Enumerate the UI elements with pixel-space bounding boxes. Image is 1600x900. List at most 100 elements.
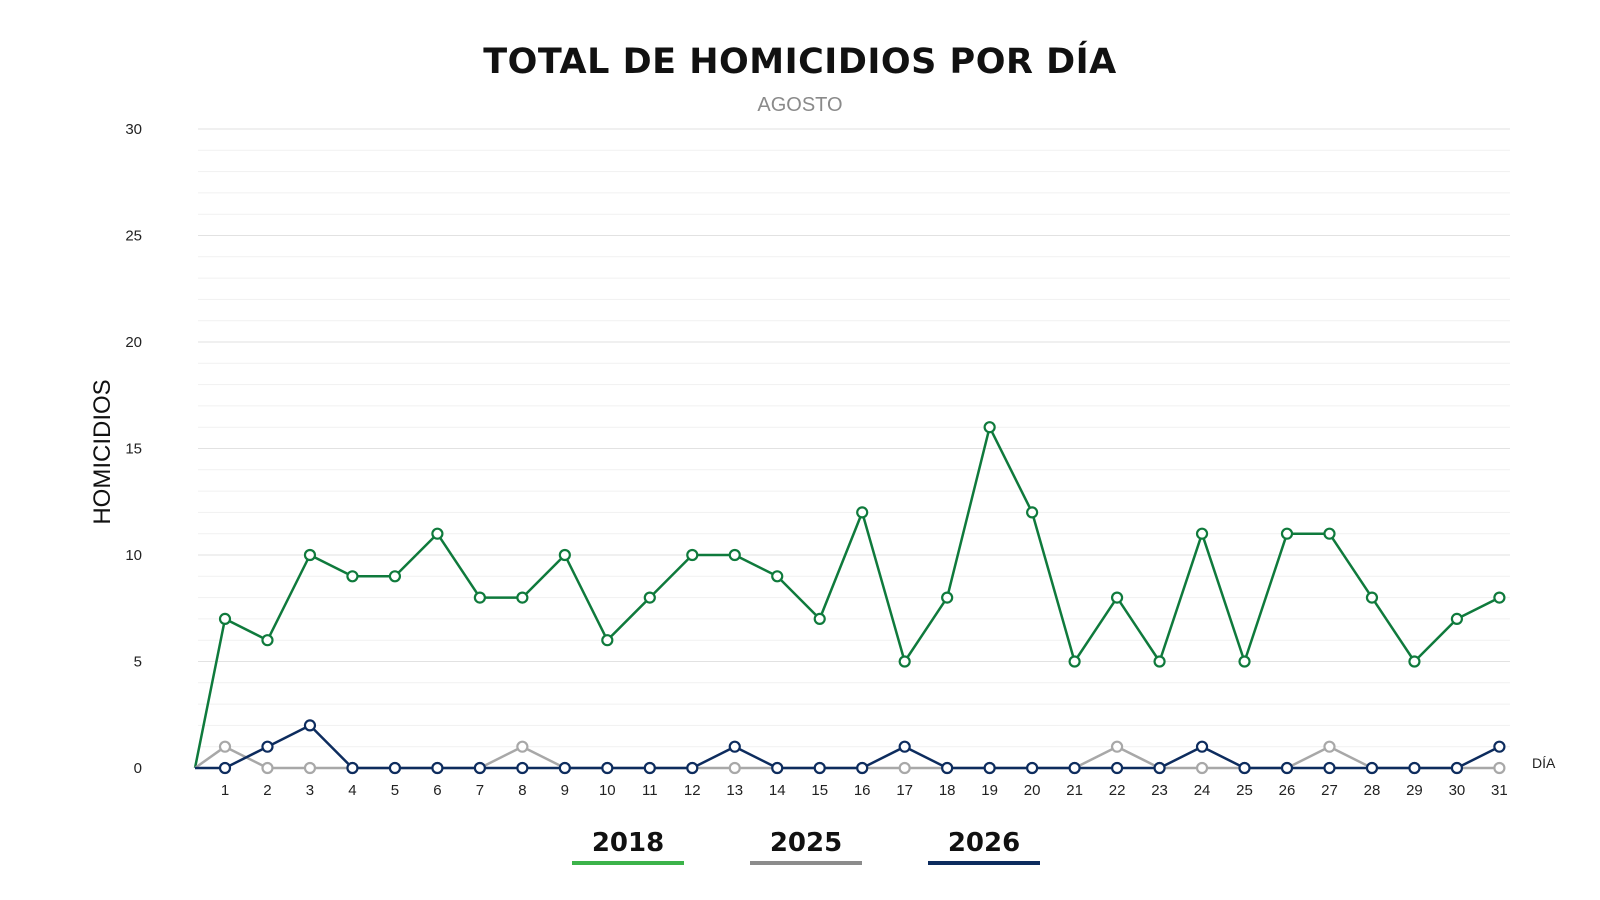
- x-tick-label: 1: [221, 782, 229, 799]
- data-point: [1450, 761, 1464, 775]
- data-point: [473, 761, 486, 775]
- data-point: [1493, 740, 1506, 753]
- x-tick-label: 19: [981, 782, 998, 799]
- x-tick-label: 6: [433, 782, 441, 799]
- series-2018: [193, 421, 1506, 769]
- x-tick-label: 26: [1279, 782, 1296, 799]
- data-point: [218, 612, 232, 626]
- data-point: [771, 761, 784, 775]
- legend-swatch: [928, 861, 1040, 865]
- y-tick-label: 0: [134, 760, 142, 777]
- x-tick-label: 12: [684, 782, 701, 799]
- data-point: [983, 421, 996, 434]
- data-point: [1238, 655, 1251, 668]
- data-point: [431, 761, 444, 775]
- data-point: [473, 591, 486, 604]
- legend: 2018 2025 2026: [0, 828, 1600, 878]
- data-point: [1195, 740, 1209, 753]
- x-tick-label: 30: [1449, 782, 1466, 799]
- legend-item-2018: 2018: [572, 828, 684, 865]
- x-axis-label: DÍA: [1532, 755, 1556, 771]
- data-point: [1026, 506, 1039, 519]
- legend-label: 2025: [769, 828, 843, 858]
- data-point: [686, 761, 699, 775]
- data-point: [601, 634, 614, 647]
- y-axis-label: HOMICIDIOS: [89, 379, 116, 524]
- data-point: [983, 761, 996, 775]
- data-point: [1026, 761, 1039, 775]
- data-point: [261, 740, 274, 753]
- data-point: [1195, 761, 1209, 775]
- x-tick-label: 11: [642, 782, 658, 799]
- y-tick-label: 30: [125, 121, 142, 138]
- x-tick-label: 5: [391, 782, 399, 799]
- legend-label: 2018: [591, 828, 665, 858]
- y-tick-label: 20: [125, 334, 142, 351]
- chart-subtitle: AGOSTO: [757, 94, 843, 116]
- data-point: [728, 548, 741, 562]
- data-point: [261, 761, 274, 775]
- x-tick-label: 23: [1151, 782, 1168, 799]
- series-lines: [193, 421, 1506, 775]
- x-tick-label: 24: [1194, 782, 1211, 799]
- data-point: [1068, 761, 1081, 775]
- data-point: [516, 591, 529, 604]
- data-point: [1408, 761, 1421, 775]
- x-tick-label: 20: [1024, 782, 1041, 799]
- data-point: [1408, 655, 1421, 668]
- series-line: [193, 425, 1500, 769]
- data-point: [856, 761, 869, 775]
- data-point: [1195, 527, 1209, 540]
- legend-item-2025: 2025: [750, 828, 862, 865]
- y-tick-label: 15: [125, 441, 142, 458]
- gridlines: [198, 128, 1510, 748]
- y-tick-label: 25: [125, 228, 142, 245]
- data-point: [898, 740, 911, 753]
- x-tick-label: 9: [561, 782, 569, 799]
- data-point: [941, 591, 954, 604]
- y-tick-label: 10: [125, 547, 142, 564]
- x-tick-label: 17: [896, 782, 913, 799]
- x-tick-label: 8: [518, 782, 526, 799]
- x-tick-label: 16: [854, 782, 871, 799]
- data-point: [388, 761, 402, 775]
- data-point: [558, 548, 571, 562]
- data-point: [388, 570, 402, 583]
- data-point: [686, 548, 699, 562]
- data-point: [1365, 591, 1379, 604]
- data-point: [1110, 591, 1124, 604]
- data-point: [856, 506, 869, 519]
- data-point: [728, 761, 741, 775]
- data-point: [303, 548, 317, 562]
- x-tick-label: 18: [939, 782, 956, 799]
- data-point: [1110, 740, 1124, 753]
- legend-item-2026: 2026: [928, 828, 1040, 865]
- legend-swatch: [572, 861, 684, 865]
- x-tick-label: 29: [1406, 782, 1423, 799]
- data-point: [1323, 527, 1336, 540]
- data-point: [728, 740, 741, 753]
- data-point: [1280, 761, 1294, 775]
- y-axis-ticks: 0 5 10 15 20 25 30: [125, 121, 142, 777]
- x-tick-label: 31: [1491, 782, 1508, 799]
- x-tick-label: 10: [599, 782, 616, 799]
- data-point: [898, 761, 911, 775]
- data-point: [1450, 612, 1464, 626]
- data-point: [303, 719, 317, 732]
- x-tick-label: 25: [1236, 782, 1253, 799]
- x-tick-label: 7: [476, 782, 484, 799]
- data-point: [898, 655, 911, 668]
- data-point: [813, 761, 826, 775]
- data-point: [431, 527, 444, 540]
- x-tick-label: 28: [1364, 782, 1381, 799]
- series-line: [195, 724, 1500, 770]
- x-tick-label: 21: [1066, 782, 1083, 799]
- data-point: [1493, 591, 1506, 604]
- data-point: [346, 570, 359, 583]
- data-point: [1365, 761, 1379, 775]
- legend-label: 2026: [947, 828, 1021, 858]
- data-point: [1493, 761, 1506, 775]
- data-point: [771, 570, 784, 583]
- data-point: [1153, 655, 1166, 668]
